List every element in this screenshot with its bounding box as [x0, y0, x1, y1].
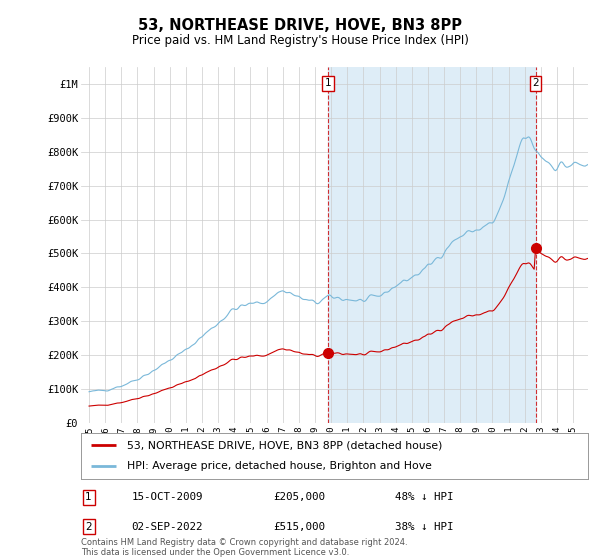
Text: 53, NORTHEASE DRIVE, HOVE, BN3 8PP: 53, NORTHEASE DRIVE, HOVE, BN3 8PP [138, 18, 462, 32]
Text: HPI: Average price, detached house, Brighton and Hove: HPI: Average price, detached house, Brig… [127, 461, 431, 472]
Text: 38% ↓ HPI: 38% ↓ HPI [395, 522, 454, 532]
Text: 48% ↓ HPI: 48% ↓ HPI [395, 492, 454, 502]
Text: 53, NORTHEASE DRIVE, HOVE, BN3 8PP (detached house): 53, NORTHEASE DRIVE, HOVE, BN3 8PP (deta… [127, 440, 442, 450]
Text: 02-SEP-2022: 02-SEP-2022 [132, 522, 203, 532]
Text: 1: 1 [85, 492, 92, 502]
Bar [328, 67, 536, 423]
Text: 2: 2 [85, 522, 92, 532]
Text: 1: 1 [325, 78, 331, 88]
Text: Price paid vs. HM Land Registry's House Price Index (HPI): Price paid vs. HM Land Registry's House … [131, 34, 469, 47]
Text: £515,000: £515,000 [274, 522, 326, 532]
Text: 15-OCT-2009: 15-OCT-2009 [132, 492, 203, 502]
Text: £205,000: £205,000 [274, 492, 326, 502]
Text: Contains HM Land Registry data © Crown copyright and database right 2024.
This d: Contains HM Land Registry data © Crown c… [81, 538, 407, 557]
Text: 2: 2 [532, 78, 539, 88]
